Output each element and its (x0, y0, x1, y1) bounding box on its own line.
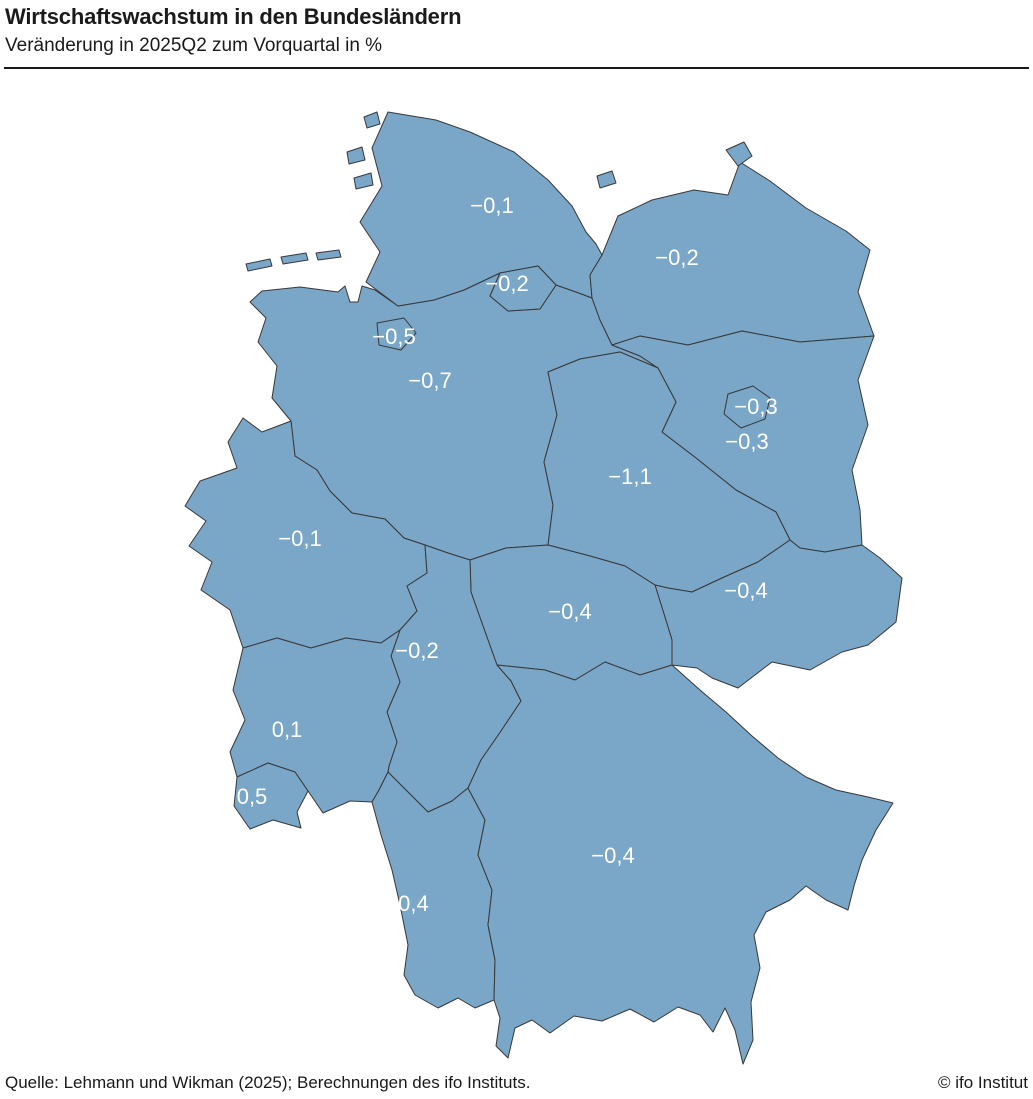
island-fehmarn (596, 170, 617, 189)
island-ruegen (725, 141, 753, 167)
value-label-bayern: −0,4 (591, 843, 634, 868)
state-berlin (723, 385, 771, 429)
value-label-mecklenburg-vorpommern: −0,2 (655, 245, 698, 270)
value-label-sachsen: −0,4 (724, 578, 767, 603)
state-mecklenburg-vorpommern (589, 161, 875, 346)
state-saarland (233, 762, 309, 830)
state-bremen (376, 317, 417, 351)
footer: Quelle: Lehmann und Wikman (2025); Berec… (5, 1073, 1028, 1093)
value-label-baden-wuerttemberg: −0,4 (385, 891, 428, 916)
states (184, 111, 903, 1065)
value-label-hamburg: −0,2 (485, 271, 528, 296)
value-label-thueringen: −0,4 (548, 599, 591, 624)
copyright-note: © ifo Institut (937, 1073, 1028, 1092)
header: Wirtschaftswachstum in den Bundesländern… (0, 0, 1033, 57)
value-label-schleswig-holstein: −0,1 (470, 193, 513, 218)
state-sachsen (654, 539, 903, 689)
value-label-rheinland-pfalz: 0,1 (272, 717, 303, 742)
island-east-frisian-1 (245, 258, 273, 272)
state-schleswig-holstein (359, 111, 603, 307)
value-label-berlin: −0,3 (734, 394, 777, 419)
value-label-saarland: 0,5 (237, 784, 268, 809)
value-label-brandenburg: −0,3 (725, 429, 768, 454)
value-label-bremen: −0,5 (372, 324, 415, 349)
source-note: Quelle: Lehmann und Wikman (2025); Berec… (5, 1073, 531, 1092)
chart-subtitle: Veränderung in 2025Q2 zum Vorquartal in … (5, 35, 383, 56)
value-label-hessen: −0,2 (395, 638, 438, 663)
island-east-frisian-3 (315, 249, 342, 261)
state-bayern (467, 661, 894, 1065)
value-label-nordrhein-westfalen: −0,1 (278, 526, 321, 551)
header-divider (4, 67, 1029, 69)
chart-title: Wirtschaftswachstum in den Bundesländern (5, 4, 462, 29)
state-baden-wuerttemberg (371, 771, 496, 1009)
value-label-sachsen-anhalt: −1,1 (608, 464, 651, 489)
value-label-niedersachsen: −0,7 (408, 368, 451, 393)
island-east-frisian-2 (280, 252, 309, 265)
island-north-frisian-1 (363, 111, 381, 129)
island-north-frisian-2 (346, 146, 366, 165)
island-north-frisian-3 (353, 172, 374, 190)
value-labels: −0,1 −0,2 −0,2 −0,5 −0,7 −0,3 −0,3 −1,1 … (237, 193, 778, 916)
state-hamburg (489, 265, 557, 312)
islands (245, 111, 753, 272)
